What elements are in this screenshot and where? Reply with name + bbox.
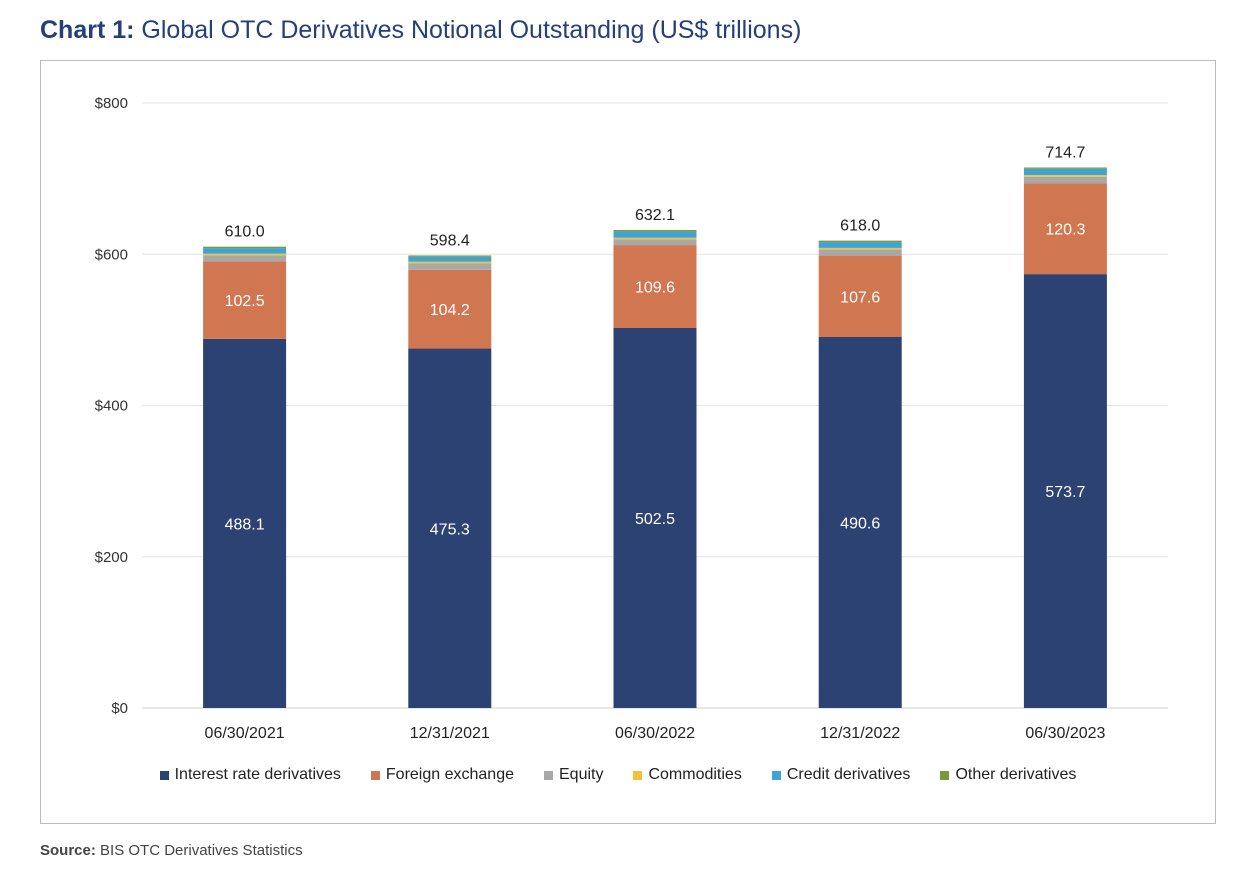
y-tick-label: $200: [95, 549, 128, 566]
bar-segment: [408, 261, 492, 264]
total-label: 618.0: [840, 218, 880, 235]
bar-segment: [203, 248, 287, 254]
total-label: 610.0: [225, 224, 265, 241]
legend-label: Other derivatives: [955, 766, 1077, 783]
bar-segment: [613, 237, 697, 240]
legend-item: Foreign exchange: [370, 766, 514, 784]
y-tick-label: $800: [95, 95, 128, 112]
data-label: 104.2: [430, 302, 470, 319]
total-label: 714.7: [1045, 145, 1085, 162]
x-tick-label: 12/31/2021: [410, 725, 490, 742]
y-tick-label: $400: [95, 398, 128, 415]
data-label: 109.6: [635, 280, 675, 297]
legend-swatch: [633, 770, 643, 780]
chart-title: Chart 1: Global OTC Derivatives Notional…: [40, 16, 801, 45]
x-tick-label: 12/31/2022: [820, 725, 900, 742]
bar-segment: [1023, 274, 1107, 708]
legend-swatch: [159, 770, 169, 780]
chart-title-text: Global OTC Derivatives Notional Outstand…: [141, 16, 802, 44]
bar-segment: [203, 246, 287, 249]
legend-label: Foreign exchange: [385, 766, 514, 783]
x-tick-label: 06/30/2022: [615, 725, 695, 742]
data-label: 107.6: [840, 289, 880, 306]
data-label: 488.1: [225, 516, 265, 533]
bar-segment: [1023, 174, 1107, 177]
bar-segment: [613, 327, 697, 708]
bar-segment: [1023, 176, 1107, 184]
bar-segment: [818, 249, 902, 256]
legend-item: Credit derivatives: [771, 766, 911, 784]
data-label: 490.6: [840, 515, 880, 532]
chart-legend: Interest rate derivatives Foreign exchang…: [0, 766, 1236, 784]
x-tick-label: 06/30/2023: [1025, 725, 1105, 742]
legend-label: Credit derivatives: [786, 766, 911, 783]
bar-segment: [818, 336, 902, 708]
total-label: 598.4: [430, 232, 470, 249]
legend-label: Commodities: [648, 766, 742, 783]
chart-title-lead: Chart 1:: [40, 16, 135, 44]
y-tick-label: $600: [95, 246, 128, 263]
bar-segment: [203, 253, 287, 256]
legend-item: Other derivatives: [940, 766, 1076, 784]
bar-segment: [613, 231, 697, 238]
bar-segment: [408, 269, 492, 349]
bar-segment: [408, 256, 492, 262]
bar-segment: [1023, 183, 1107, 275]
legend-swatch: [771, 770, 781, 780]
legend-item: Equity: [544, 766, 603, 784]
bar-segment: [1023, 168, 1107, 175]
total-label: 632.1: [635, 207, 675, 224]
bar-segment: [203, 261, 287, 339]
bar-segment: [203, 338, 287, 708]
legend-swatch: [940, 770, 950, 780]
bar-segment: [818, 242, 902, 248]
bar-segment: [408, 255, 492, 257]
bar-segment: [818, 255, 902, 337]
source-label: Source:: [40, 842, 96, 859]
bar-segment: [408, 263, 492, 270]
legend-swatch: [544, 770, 553, 780]
legend-label: Interest rate derivatives: [174, 766, 341, 783]
chart-frame: [40, 60, 1216, 824]
bar-segment: [613, 245, 697, 328]
source-note: Source: BIS OTC Derivatives Statistics: [40, 842, 303, 859]
data-label: 573.7: [1045, 484, 1085, 501]
bar-segment: [203, 255, 287, 262]
legend-item: Commodities: [633, 766, 742, 784]
data-label: 502.5: [635, 511, 675, 528]
data-label: 102.5: [225, 293, 265, 310]
bar-segment: [1023, 167, 1107, 169]
y-tick-label: $0: [111, 700, 128, 717]
data-label: 475.3: [430, 521, 470, 538]
data-label: 120.3: [1045, 222, 1085, 239]
bar-segment: [613, 229, 697, 232]
bar-segment: [408, 348, 492, 708]
legend-label: Equity: [559, 766, 604, 783]
source-text: BIS OTC Derivatives Statistics: [100, 842, 303, 859]
bar-segment: [818, 240, 902, 243]
legend-swatch: [370, 770, 380, 780]
bar-segment: [613, 239, 697, 246]
legend-item: Interest rate derivatives: [159, 766, 341, 784]
x-tick-label: 06/30/2021: [205, 725, 285, 742]
bar-segment: [818, 247, 902, 250]
